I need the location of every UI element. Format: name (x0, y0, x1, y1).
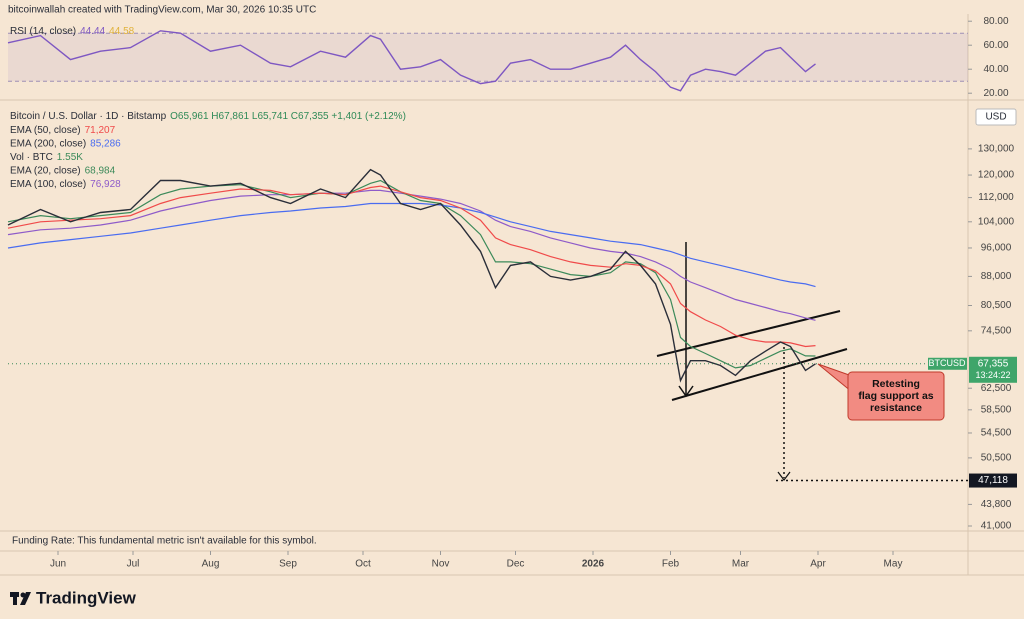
legend-value: 85,286 (90, 138, 121, 149)
legend-entry: EMA (200, close) 85,286 (10, 138, 121, 149)
x-tick-label: Feb (662, 559, 680, 570)
indicator-line (7, 30, 816, 92)
legend-name: EMA (200, close) (10, 138, 86, 149)
indicator-line (7, 179, 816, 369)
symbol-tag (928, 357, 967, 370)
indicator-line (7, 202, 816, 288)
x-tick-label: Aug (202, 559, 220, 570)
x-tick-label: Jun (50, 559, 66, 570)
y-tick-label: 120,000 (978, 170, 1015, 181)
credit: bitcoinwallah created with TradingView.c… (8, 5, 316, 16)
y-tick-label: 112,000 (978, 192, 1014, 203)
price-legend-title: Bitcoin / U.S. Dollar · 1D · Bitstamp O65… (10, 111, 406, 122)
y-tick-label: 43,800 (981, 499, 1012, 510)
rsi-legend-part: 44.44 (80, 26, 105, 37)
rsi-legend-part: RSI (14, close) (10, 26, 76, 37)
indicator-line (7, 189, 816, 321)
currency-box (975, 108, 1017, 126)
x-tick-label: Apr (810, 559, 826, 570)
y-tick-label: 80,500 (981, 300, 1012, 311)
currency: USD (985, 112, 1006, 123)
y-tick-label: 74,500 (981, 325, 1012, 336)
y-tick-label: 88,000 (981, 271, 1012, 282)
rsi-band (8, 33, 968, 82)
ohlc: O65,961 H67,861 L65,741 C67,355 +1,401 (… (170, 111, 406, 122)
y-tick-label: 96,000 (981, 243, 1012, 254)
legend-name: EMA (20, close) (10, 165, 81, 176)
brand: TradingView (36, 588, 137, 607)
legend-entry: EMA (100, close) 76,928 (10, 179, 121, 190)
legend-entry: Vol · BTC 1.55K (10, 152, 83, 163)
y-tick-label: 80.00 (983, 16, 1008, 27)
symbol-title: Bitcoin / U.S. Dollar · 1D · Bitstamp (10, 111, 167, 122)
x-tick-label: Oct (355, 559, 371, 570)
y-tick-label: 104,000 (978, 216, 1015, 227)
y-tick-label: 41,000 (981, 521, 1012, 532)
y-tick-label: 50,500 (981, 453, 1012, 464)
annotation-text: resistance (870, 402, 922, 414)
y-tick-label: 20.00 (983, 88, 1008, 99)
legend-value: 71,207 (85, 125, 116, 136)
indicator-line (7, 185, 816, 348)
legend-entry: EMA (50, close) 71,207 (10, 125, 116, 136)
legend-value: 68,984 (85, 165, 116, 176)
y-tick-label: 54,500 (981, 428, 1012, 439)
y-tick-label: 60.00 (983, 40, 1008, 51)
legend-value: 1.55K (57, 152, 83, 163)
x-tick-label: Sep (279, 559, 297, 570)
symbol-tag-label: BTCUSD (928, 358, 966, 368)
price-tag-label: 67,355 (978, 358, 1009, 369)
rsi-legend: RSI (14, close) 44.44 44.58 (10, 26, 135, 37)
annotation-text: Retesting (872, 378, 920, 390)
x-tick-label: Mar (732, 559, 750, 570)
annotation-box (847, 371, 945, 421)
legend-entry: EMA (20, close) 68,984 (10, 165, 116, 176)
rsi-legend-part: 44.58 (109, 26, 134, 37)
x-tick-label: May (884, 559, 903, 570)
target-label: 47,118 (978, 475, 1008, 486)
countdown: 13:24:22 (975, 370, 1010, 380)
x-tick-label: 2026 (582, 559, 605, 570)
annotation-text: flag support as (858, 390, 933, 402)
x-tick-label: Dec (507, 559, 525, 570)
y-tick-label: 40.00 (983, 64, 1008, 75)
y-tick-label: 62,500 (981, 383, 1012, 394)
legend-name: Vol · BTC (10, 152, 53, 163)
x-tick-label: Jul (127, 559, 140, 570)
x-tick-label: Nov (432, 559, 450, 570)
legend-value: 76,928 (90, 179, 121, 190)
price-tag (969, 356, 1017, 383)
price-line (7, 168, 816, 383)
funding-note: Funding Rate: This fundamental metric is… (12, 536, 317, 547)
y-tick-label: 130,000 (978, 144, 1015, 155)
logo (10, 592, 31, 605)
y-tick-label: 58,500 (981, 404, 1012, 415)
target-tag (969, 473, 1017, 488)
legend-name: EMA (100, close) (10, 179, 86, 190)
legend-name: EMA (50, close) (10, 125, 81, 136)
